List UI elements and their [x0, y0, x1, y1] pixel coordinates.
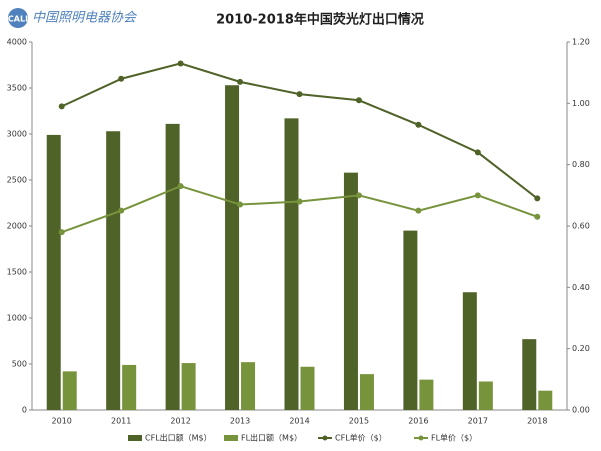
y2-tick-label: 0.40: [572, 283, 590, 292]
chart-title: 2010-2018年中国荧光灯出口情况: [216, 12, 424, 28]
bar: [478, 381, 493, 410]
point: [534, 213, 541, 220]
bar: [403, 230, 418, 410]
y2-tick-label: 1.20: [572, 38, 590, 47]
point: [237, 78, 244, 85]
point: [474, 192, 481, 199]
x-tick-label: 2011: [111, 417, 131, 426]
x-tick-label: 2010: [52, 417, 72, 426]
y2-tick-label: 0.20: [572, 344, 590, 353]
bar: [284, 118, 299, 411]
y-tick-label: 3500: [7, 84, 27, 93]
point: [177, 60, 184, 67]
x-tick-label: 2016: [408, 417, 428, 426]
x-tick-label: 2018: [527, 417, 547, 426]
line: [61, 185, 538, 234]
y-tick-label: 2000: [7, 222, 27, 231]
legend-label: CFL出口额（M$）: [145, 433, 212, 443]
point: [237, 201, 244, 208]
y-tick-label: 4000: [7, 38, 27, 47]
bar: [181, 363, 196, 410]
x-tick-label: 2017: [468, 417, 488, 426]
point: [58, 229, 65, 236]
bar: [62, 371, 77, 410]
point: [58, 103, 65, 110]
logo-icon-text: CALI: [8, 15, 28, 24]
y2-tick-label: 1.00: [572, 99, 590, 108]
y-tick-label: 1000: [7, 314, 27, 323]
legend-label: CFL单价（$）: [335, 433, 387, 443]
bar: [300, 366, 315, 410]
y-tick-label: 0: [22, 406, 27, 415]
y-tick-label: 3000: [7, 130, 27, 139]
bar: [225, 85, 240, 411]
bar: [122, 364, 137, 410]
bar: [106, 131, 121, 411]
y2-tick-label: 0.60: [572, 222, 590, 231]
point: [355, 97, 362, 104]
legend-swatch: [128, 435, 142, 441]
bar: [522, 339, 537, 410]
x-tick-label: 2012: [170, 417, 190, 426]
point: [355, 192, 362, 199]
point: [415, 121, 422, 128]
x-tick-label: 2015: [349, 417, 369, 426]
bar: [462, 292, 477, 410]
legend-swatch: [322, 435, 328, 441]
x-tick-label: 2014: [289, 417, 309, 426]
legend-label: FL单价（$）: [431, 433, 477, 443]
point: [296, 198, 303, 205]
bar: [538, 390, 553, 410]
point: [118, 207, 125, 214]
y-tick-label: 1500: [7, 268, 27, 277]
bar: [46, 134, 61, 411]
point: [118, 75, 125, 82]
legend-swatch: [224, 435, 238, 441]
point: [177, 183, 184, 190]
bar: [359, 374, 374, 410]
point: [474, 149, 481, 156]
logo: 中国照明电器协会: [32, 11, 138, 26]
y2-tick-label: 0.80: [572, 160, 590, 169]
bar: [241, 362, 256, 410]
y-tick-label: 500: [12, 360, 27, 369]
point: [296, 91, 303, 98]
point: [534, 195, 541, 202]
legend-swatch: [418, 435, 424, 441]
legend-label: FL出口额（M$）: [241, 433, 302, 443]
bar: [419, 379, 434, 410]
y-tick-label: 2500: [7, 176, 27, 185]
line: [61, 62, 538, 200]
y2-tick-label: 0.00: [572, 406, 590, 415]
logo-icon: [8, 8, 28, 28]
bar: [343, 172, 358, 410]
x-tick-label: 2013: [230, 417, 250, 426]
bar: [165, 123, 180, 410]
point: [415, 207, 422, 214]
